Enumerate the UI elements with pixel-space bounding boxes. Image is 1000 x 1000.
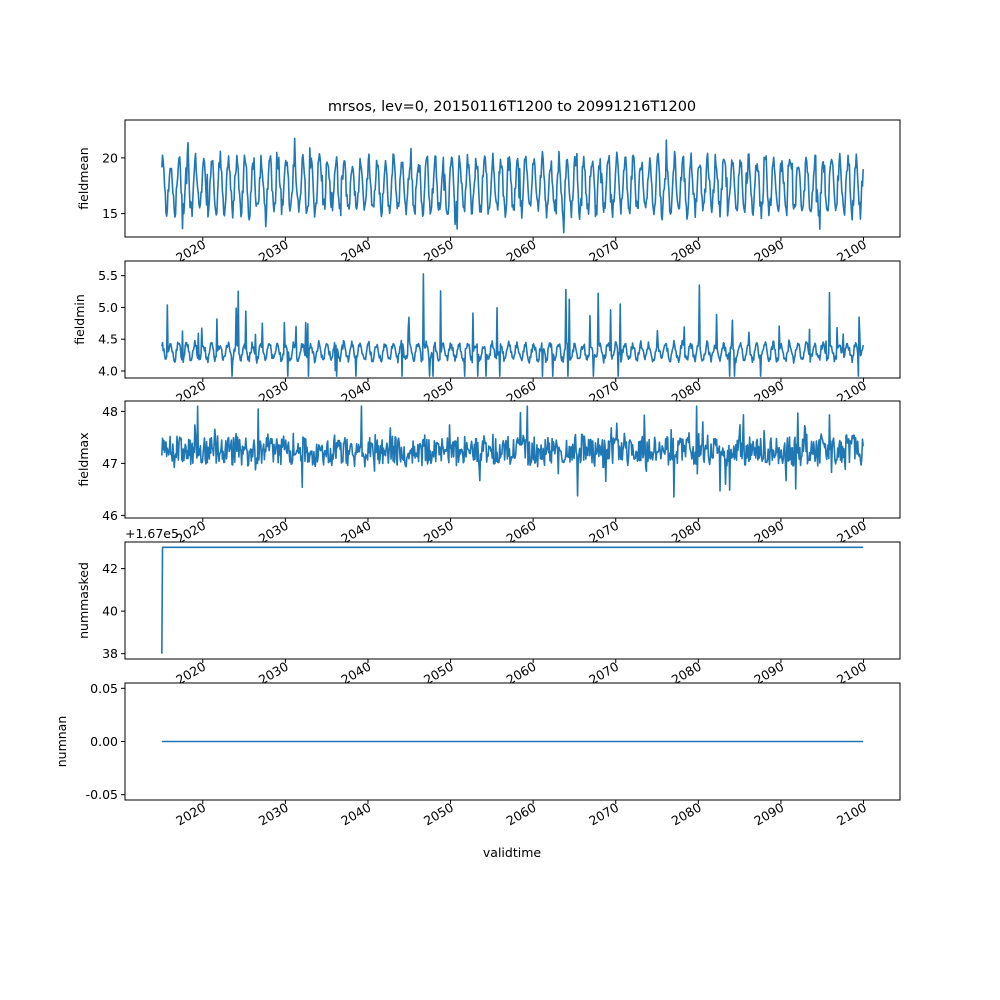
y-tick-label-fieldmin: 5.0 bbox=[98, 300, 118, 315]
y-axis-label-fieldmin: fieldmin bbox=[72, 294, 87, 345]
y-axis-label-numnan: numnan bbox=[54, 716, 69, 768]
y-axis-label-nummasked: nummasked bbox=[76, 562, 91, 639]
y-tick-label-fieldmin: 4.5 bbox=[98, 332, 118, 347]
axes-frame-fieldmax bbox=[124, 400, 901, 519]
axes-frame-nummasked bbox=[124, 541, 901, 660]
y-offset-label: +1.67e5 bbox=[125, 526, 179, 541]
series-line-nummasked bbox=[161, 546, 864, 654]
y-tick-label-fieldmin: 4.0 bbox=[98, 364, 118, 379]
y-axis-label-fieldmean: fieldmean bbox=[76, 147, 91, 209]
x-axis-label: validtime bbox=[483, 845, 541, 860]
y-tick-label-numnan: 0.00 bbox=[90, 734, 118, 749]
y-tick-label-numnan: 0.05 bbox=[90, 681, 118, 696]
y-tick-label-fieldmax: 46 bbox=[102, 508, 118, 523]
y-tick-label-nummasked: 38 bbox=[102, 646, 118, 661]
series-line-fieldmin bbox=[161, 273, 864, 377]
axes-frame-fieldmin bbox=[124, 260, 901, 379]
y-tick-label-nummasked: 40 bbox=[102, 604, 118, 619]
y-tick-label-fieldmean: 15 bbox=[102, 206, 118, 221]
axes-frame-fieldmean bbox=[124, 119, 901, 238]
y-tick-label-fieldmean: 20 bbox=[102, 150, 118, 165]
y-tick-label-fieldmin: 5.5 bbox=[98, 268, 118, 283]
chart-title: mrsos, lev=0, 20150116T1200 to 20991216T… bbox=[328, 99, 696, 115]
series-line-fieldmean bbox=[161, 137, 864, 234]
y-axis-label-fieldmax: fieldmax bbox=[76, 432, 91, 486]
y-tick-label-nummasked: 42 bbox=[102, 561, 118, 576]
axes-background bbox=[125, 542, 900, 659]
y-tick-label-fieldmax: 48 bbox=[102, 404, 118, 419]
y-tick-label-numnan: -0.05 bbox=[86, 787, 118, 802]
series-line-fieldmax bbox=[161, 405, 864, 498]
y-tick-label-fieldmax: 47 bbox=[102, 456, 118, 471]
